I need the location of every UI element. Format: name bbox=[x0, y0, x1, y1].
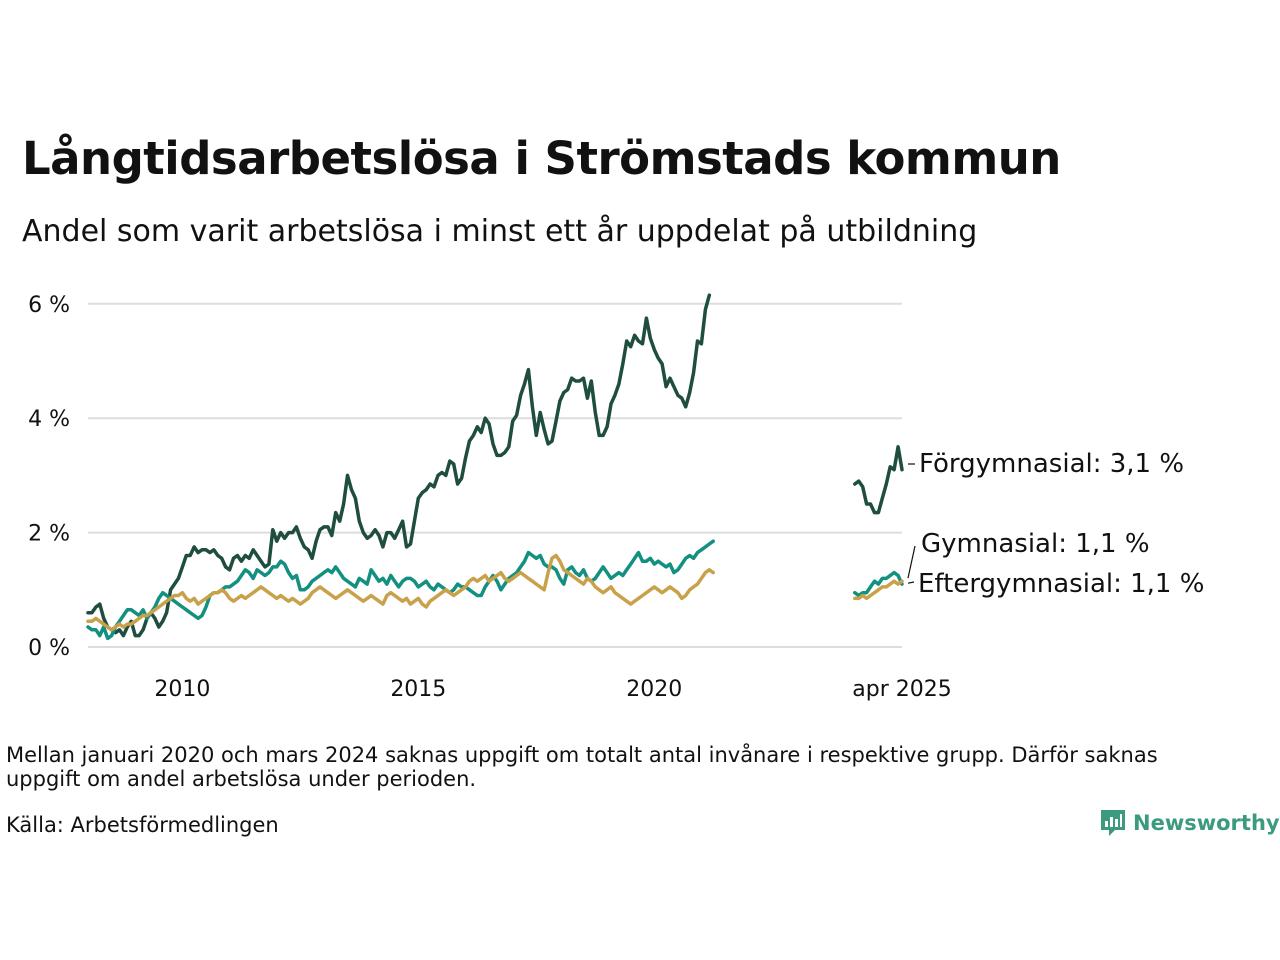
bar-chart-icon bbox=[1101, 810, 1125, 836]
end-labels: Förgymnasial: 3,1 % Gymnasial: 1,1 % Efter… bbox=[907, 449, 1204, 599]
y-tick-label: 2 % bbox=[28, 522, 70, 547]
chart-title: Långtidsarbetslösa i Strömstads kommun bbox=[22, 132, 1061, 185]
leader-line bbox=[907, 581, 915, 584]
x-tick-label: apr 2025 bbox=[852, 677, 951, 702]
end-label-förgymnasial: Förgymnasial: 3,1 % bbox=[919, 449, 1184, 479]
source-note: Källa: Arbetsförmedlingen bbox=[6, 813, 279, 837]
y-axis-ticks: 0 % 2 % 4 % 6 % bbox=[28, 293, 70, 661]
newsworthy-logo: Newsworthy bbox=[1099, 808, 1280, 838]
grid-lines bbox=[88, 302, 902, 648]
chart-subtitle: Andel som varit arbetslösa i minst ett å… bbox=[22, 214, 978, 249]
y-tick-label: 6 % bbox=[28, 293, 70, 318]
series-line-gymnasial bbox=[86, 539, 715, 641]
x-axis-ticks: 2010 2015 2020 apr 2025 bbox=[154, 677, 951, 702]
series-line-förgymnasial bbox=[86, 293, 712, 638]
series-line-gymnasial bbox=[853, 570, 904, 598]
y-tick-label: 0 % bbox=[28, 636, 70, 661]
series-line-förgymnasial bbox=[853, 445, 904, 515]
x-tick-label: 2010 bbox=[154, 677, 210, 702]
line-chart: 0 % 2 % 4 % 6 % 2010 2015 2020 apr 2025 Förgym… bbox=[28, 293, 1204, 702]
brand-name: Newsworthy bbox=[1133, 811, 1280, 835]
series-lines bbox=[86, 293, 904, 641]
footnote: Mellan januari 2020 och mars 2024 saknas… bbox=[6, 743, 1158, 791]
series-line-eftergymnasial bbox=[86, 553, 715, 632]
end-label-eftergymnasial: Eftergymnasial: 1,1 % bbox=[918, 569, 1204, 599]
leader-line bbox=[907, 545, 916, 579]
series-line-eftergymnasial bbox=[853, 579, 904, 601]
y-tick-label: 4 % bbox=[28, 407, 70, 432]
x-tick-label: 2015 bbox=[390, 677, 446, 702]
x-tick-label: 2020 bbox=[626, 677, 682, 702]
end-label-gymnasial: Gymnasial: 1,1 % bbox=[921, 529, 1150, 559]
